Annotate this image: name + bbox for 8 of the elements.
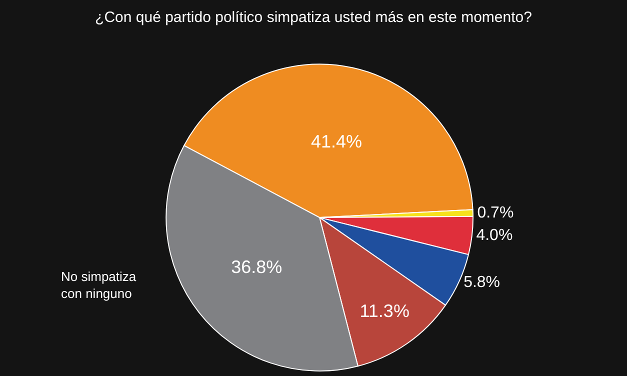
slice-label: No simpatiza con ninguno [61, 269, 137, 301]
data-label: 5.8% [464, 274, 500, 291]
data-label: 0.7% [477, 204, 514, 222]
data-label: 11.3% [360, 301, 410, 322]
data-label: 41.4% [310, 131, 362, 152]
chart-title: ¿Con qué partido político simpatiza usted más en este momento? [95, 8, 532, 26]
data-label: 36.8% [231, 257, 282, 278]
data-label: 4.0% [476, 227, 513, 244]
